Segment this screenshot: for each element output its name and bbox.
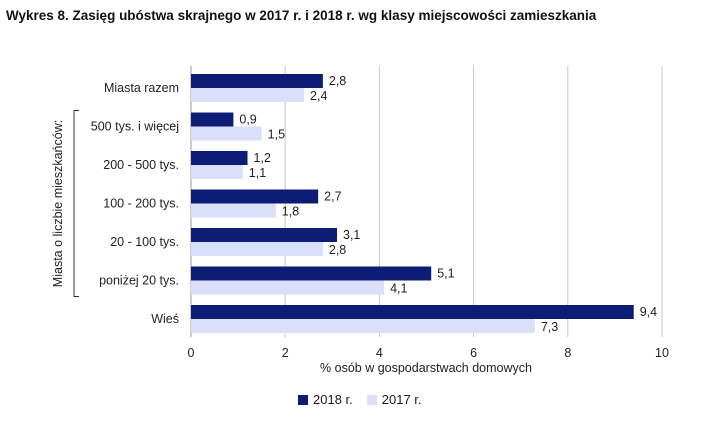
legend-swatch-2018 [298, 394, 308, 405]
data-label-2017-cat-3: 1,8 [282, 205, 299, 219]
x-tick-label: 2 [282, 346, 289, 360]
legend: 2018 r. 2017 r. [298, 392, 422, 407]
bar-2018-cat-1 [191, 112, 234, 127]
data-label-2017-cat-6: 7,3 [541, 320, 558, 334]
bar-2017-cat-3 [191, 203, 276, 218]
bar-2018-cat-0 [191, 74, 323, 88]
bar-2018-cat-6 [191, 305, 634, 319]
group-label: Miasta o liczbie mieszkańców: [51, 120, 65, 287]
bar-2018-cat-2 [191, 151, 248, 165]
data-label-2017-cat-0: 2,4 [310, 89, 327, 103]
category-label-cat-4: 20 - 100 tys. [110, 235, 179, 249]
x-tick-label: 4 [376, 346, 383, 360]
category-label-cat-0: Miasta razem [104, 81, 179, 95]
x-tick-label: 0 [188, 346, 195, 360]
data-label-2018-cat-2: 1,2 [254, 151, 271, 165]
category-label-cat-3: 100 - 200 tys. [103, 197, 179, 211]
legend-item-2018: 2018 r. [298, 392, 353, 407]
data-label-2018-cat-5: 5,1 [437, 267, 454, 281]
data-label-2018-cat-6: 9,4 [640, 305, 657, 319]
category-label-cat-6: Wieś [151, 312, 179, 326]
data-label-2017-cat-5: 4,1 [390, 282, 407, 296]
data-label-2017-cat-1: 1,5 [268, 128, 285, 142]
bar-2017-cat-0 [191, 88, 305, 102]
legend-label-2017: 2017 r. [381, 392, 422, 407]
data-label-2017-cat-2: 1,1 [249, 166, 266, 180]
bar-2017-cat-5 [191, 280, 385, 295]
category-label-cat-1: 500 tys. i więcej [91, 120, 179, 134]
data-label-2018-cat-1: 0,9 [239, 113, 256, 127]
category-label-cat-2: 200 - 500 tys. [103, 158, 179, 172]
bar-2017-cat-4 [191, 242, 323, 256]
data-label-2017-cat-4: 2,8 [329, 243, 346, 257]
x-tick-label: 10 [655, 346, 669, 360]
bar-2018-cat-3 [191, 189, 319, 204]
bar-2017-cat-6 [191, 319, 535, 333]
category-label-cat-5: poniżej 20 tys. [99, 274, 179, 288]
chart-title: Wykres 8. Zasięg ubóstwa skrajnego w 201… [6, 8, 597, 23]
bar-2018-cat-5 [191, 266, 432, 281]
bar-2017-cat-1 [191, 126, 262, 141]
data-label-2018-cat-3: 2,7 [324, 190, 341, 204]
legend-label-2018: 2018 r. [313, 392, 353, 407]
data-label-2018-cat-4: 3,1 [343, 228, 360, 242]
group-bracket [73, 110, 79, 297]
x-tick-label: 6 [470, 346, 477, 360]
legend-item-2017: 2017 r. [366, 392, 422, 407]
legend-swatch-2017 [366, 394, 377, 405]
bar-2018-cat-4 [191, 228, 338, 242]
bar-2017-cat-2 [191, 165, 243, 179]
x-axis-title: % osób w gospodarstwach domowych [320, 361, 532, 375]
x-tick-label: 8 [564, 346, 571, 360]
data-label-2018-cat-0: 2,8 [329, 74, 346, 88]
